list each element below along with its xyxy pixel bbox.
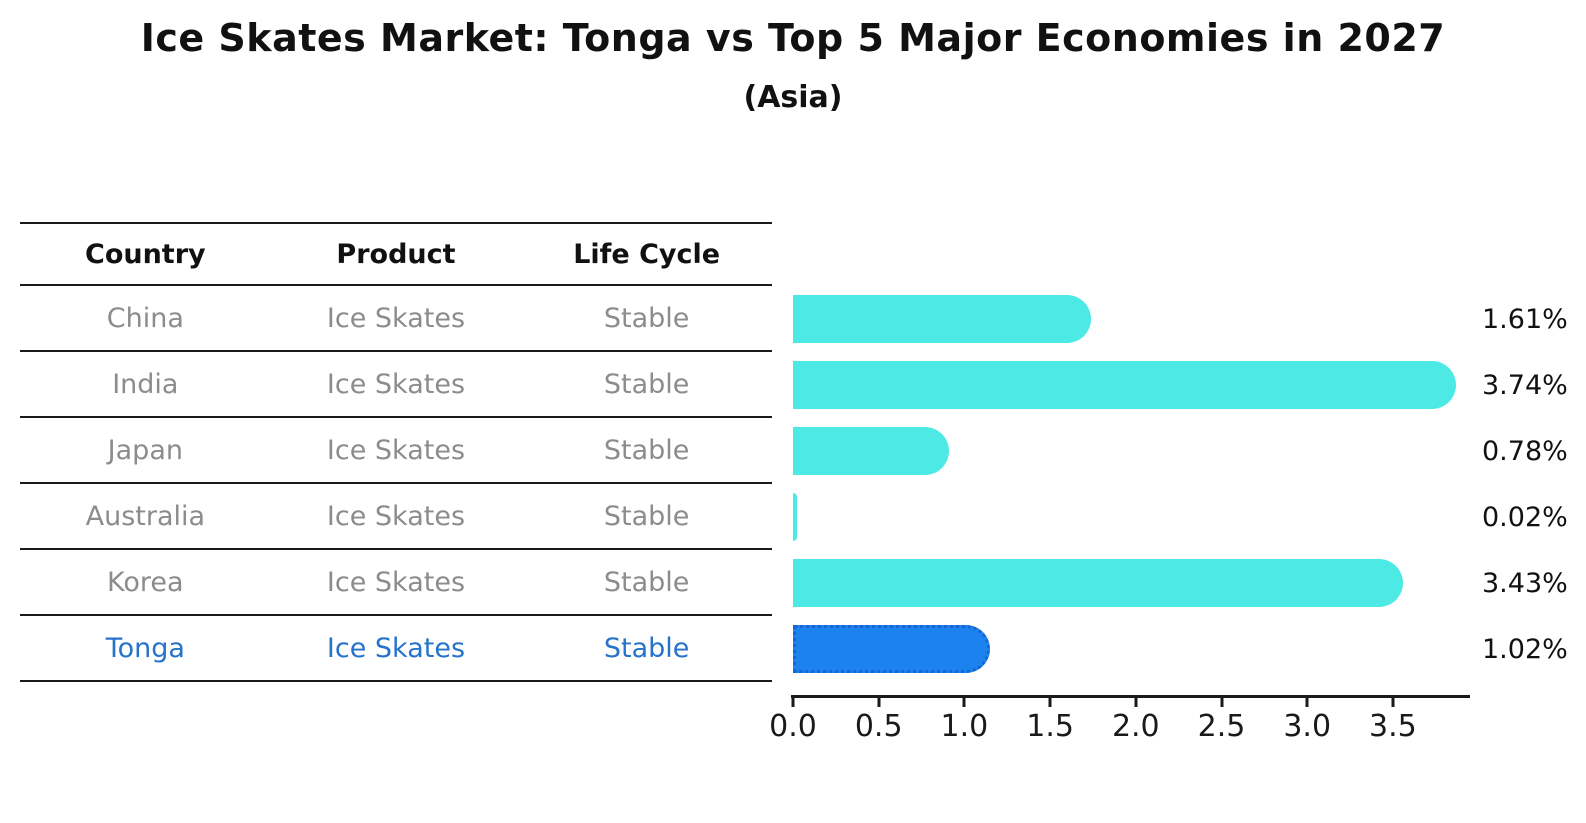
cell-life-cycle: Stable bbox=[603, 302, 690, 334]
bar-plot-area bbox=[793, 286, 1470, 682]
value-label-tonga: 1.02% bbox=[1482, 633, 1568, 665]
x-axis-tick-label: 0.0 bbox=[769, 709, 817, 744]
cell-life-cycle: Stable bbox=[603, 500, 690, 532]
cell-product: Ice Skates bbox=[326, 302, 466, 334]
table-row-korea: Korea Ice Skates Stable bbox=[20, 550, 772, 616]
x-axis-tick-label: 3.5 bbox=[1369, 709, 1417, 744]
bar-row bbox=[793, 352, 1470, 418]
bar-row bbox=[793, 550, 1470, 616]
x-axis-tick bbox=[1048, 698, 1052, 707]
cell-life-cycle: Stable bbox=[603, 434, 690, 466]
country-table: Country Product Life Cycle China Ice Ska… bbox=[20, 222, 772, 682]
value-label-korea: 3.43% bbox=[1482, 567, 1568, 599]
column-header-life-cycle: Life Cycle bbox=[573, 238, 721, 270]
x-axis-tick bbox=[791, 698, 795, 707]
value-label-india: 3.74% bbox=[1482, 369, 1568, 401]
cell-country: Japan bbox=[107, 434, 183, 466]
cell-country: Tonga bbox=[105, 632, 185, 664]
x-axis-tick-label: 1.5 bbox=[1026, 709, 1074, 744]
cell-country: Korea bbox=[107, 566, 184, 598]
bar-korea bbox=[793, 559, 1403, 607]
cell-product: Ice Skates bbox=[326, 632, 466, 664]
x-axis-tick-label: 1.0 bbox=[940, 709, 989, 744]
table-row-tonga: Tonga Ice Skates Stable bbox=[20, 616, 772, 682]
bar-tonga bbox=[793, 625, 990, 673]
bar-japan bbox=[793, 427, 949, 475]
value-label-australia: 0.02% bbox=[1482, 501, 1568, 533]
x-axis-tick bbox=[877, 698, 881, 707]
x-axis-tick bbox=[1391, 698, 1395, 707]
cell-life-cycle: Stable bbox=[603, 566, 690, 598]
cell-product: Ice Skates bbox=[326, 368, 466, 400]
x-axis-tick bbox=[1305, 698, 1309, 707]
table-header-row: Country Product Life Cycle bbox=[20, 222, 772, 286]
value-label-japan: 0.78% bbox=[1482, 435, 1568, 467]
x-axis-tick-label: 3.0 bbox=[1283, 709, 1332, 744]
cell-country: Australia bbox=[85, 500, 206, 532]
x-axis-tick-label: 2.0 bbox=[1111, 709, 1160, 744]
x-axis-tick-label: 0.5 bbox=[854, 709, 903, 744]
bar-australia bbox=[793, 493, 797, 541]
bar-row bbox=[793, 616, 1470, 682]
cell-product: Ice Skates bbox=[326, 434, 466, 466]
table-row-australia: Australia Ice Skates Stable bbox=[20, 484, 772, 550]
bar-india bbox=[793, 361, 1456, 409]
x-axis-tick bbox=[1134, 698, 1138, 707]
bar-row bbox=[793, 418, 1470, 484]
bar-row bbox=[793, 286, 1470, 352]
cell-product: Ice Skates bbox=[326, 500, 466, 532]
table-row-china: China Ice Skates Stable bbox=[20, 286, 772, 352]
cell-life-cycle: Stable bbox=[603, 632, 690, 664]
x-axis: 0.0 0.5 1.0 1.5 2.0 2.5 3.0 3.5 bbox=[769, 695, 1470, 744]
x-axis-tick bbox=[1220, 698, 1223, 707]
chart-title: Ice Skates Market: Tonga vs Top 5 Major … bbox=[140, 16, 1446, 60]
cell-country: China bbox=[106, 302, 184, 334]
table-row-japan: Japan Ice Skates Stable bbox=[20, 418, 772, 484]
chart-subtitle: (Asia) bbox=[743, 80, 843, 115]
cell-life-cycle: Stable bbox=[603, 368, 690, 400]
bar-row bbox=[793, 484, 1470, 550]
value-label-china: 1.61% bbox=[1482, 303, 1568, 335]
cell-country: India bbox=[112, 368, 179, 400]
table-row-india: India Ice Skates Stable bbox=[20, 352, 772, 418]
bar-china bbox=[793, 295, 1091, 343]
bar-value-labels: 1.61% 3.74% 0.78% 0.02% 3.43% 1.02% bbox=[1482, 286, 1586, 682]
column-header-product: Product bbox=[336, 238, 456, 270]
x-axis-tick bbox=[962, 698, 966, 707]
cell-product: Ice Skates bbox=[326, 566, 466, 598]
column-header-country: Country bbox=[85, 238, 206, 270]
x-axis-tick-label: 2.5 bbox=[1197, 709, 1246, 744]
